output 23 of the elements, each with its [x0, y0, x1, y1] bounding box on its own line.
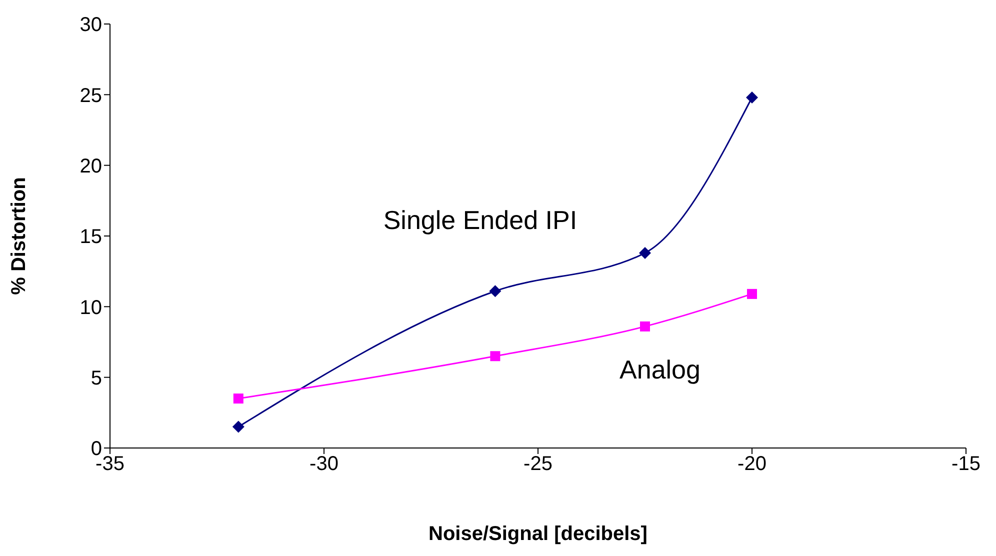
x-axis-title: Noise/Signal [decibels]	[428, 523, 648, 545]
y-tick-label: 25	[80, 84, 102, 107]
x-tick-label: -20	[738, 453, 766, 476]
y-tick-label: 20	[80, 155, 102, 178]
y-tick-label: 5	[90, 367, 102, 390]
y-axis-title: % Distortion	[8, 177, 30, 295]
point	[232, 420, 244, 433]
x-tick-label: -15	[952, 453, 980, 476]
point	[746, 91, 758, 104]
point	[233, 394, 244, 404]
y-tick-label: 10	[80, 296, 102, 319]
point	[490, 351, 500, 362]
point	[639, 246, 651, 259]
point	[489, 285, 502, 298]
point	[747, 288, 757, 299]
x-tick-label: -25	[524, 453, 552, 476]
y-tick-label: 30	[80, 14, 102, 36]
x-tick-label: -30	[310, 453, 338, 476]
point	[640, 321, 650, 332]
series-label: Single Ended IPI	[383, 205, 578, 236]
y-tick-label: 0	[90, 438, 102, 460]
series-label: Analog	[620, 354, 700, 384]
y-tick-label: 15	[80, 226, 102, 248]
